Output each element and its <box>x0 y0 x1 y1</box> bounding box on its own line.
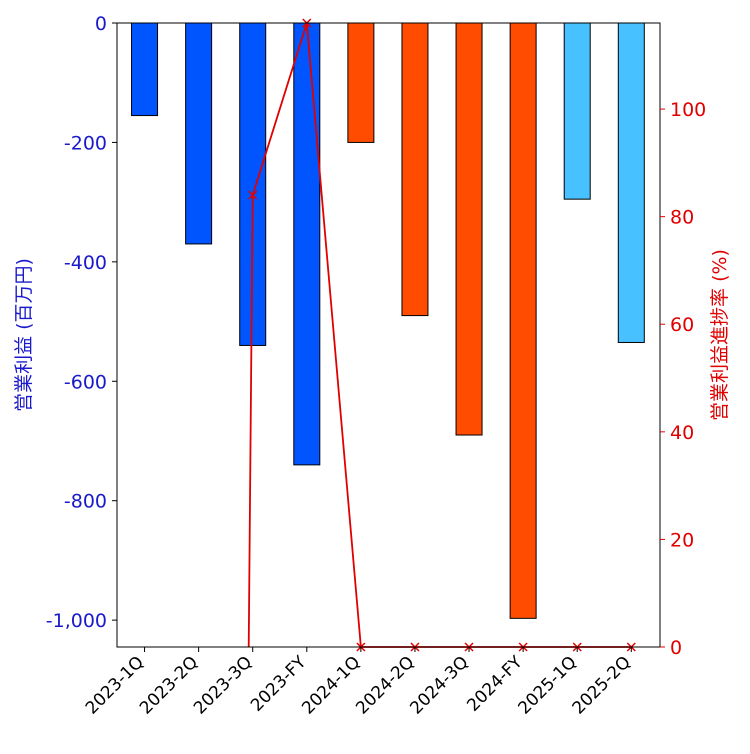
bar-2025-2Q <box>617 22 645 343</box>
progress-marker-2023-3Q <box>248 190 258 200</box>
bar-2025-1Q <box>563 22 591 200</box>
bars-layer <box>131 22 645 619</box>
x-tick-label: 2024-2Q <box>352 652 418 718</box>
x-tick-label: 2025-1Q <box>515 652 581 718</box>
left-tick-label: -400 <box>64 252 107 274</box>
bar-2023-1Q <box>131 22 159 117</box>
right-tick-label: 0 <box>670 637 682 659</box>
left-tick-label: -1,000 <box>46 610 107 632</box>
left-tick-label: -800 <box>64 491 107 513</box>
ticks-layer: 0 -200 -400 -600 -800 -1,000 0 20 40 60 80 100 2023-… <box>46 13 707 719</box>
right-tick-label: 60 <box>670 314 694 336</box>
x-tick-label: 2025-2Q <box>569 652 635 718</box>
right-axis-title: 営業利益進捗率 (%) <box>709 249 731 421</box>
right-tick-label: 40 <box>670 422 694 444</box>
bar-2023-3Q <box>239 22 267 346</box>
bar-2024-3Q <box>455 22 483 436</box>
bar-2024-1Q <box>347 22 375 143</box>
right-tick-label: 20 <box>670 529 694 551</box>
left-tick-label: -200 <box>64 132 107 154</box>
axes-layer <box>116 22 661 648</box>
left-tick-label: -600 <box>64 371 107 393</box>
bar-2023-2Q <box>185 22 213 245</box>
x-tick-label: 2023-1Q <box>82 652 148 718</box>
left-axis-title: 営業利益 (百万円) <box>13 258 35 412</box>
x-tick-label: 2023-3Q <box>190 652 256 718</box>
x-tick-label: 2024-3Q <box>406 652 472 718</box>
right-tick-label: 80 <box>670 207 694 229</box>
right-tick-label: 100 <box>670 99 706 121</box>
bar-2024-FY <box>509 22 537 619</box>
left-tick-label: 0 <box>95 13 107 35</box>
bar-2023-FY <box>293 22 321 466</box>
bar-2024-2Q <box>401 22 429 317</box>
x-tick-label: 2024-1Q <box>298 652 364 718</box>
plot-frame <box>116 22 661 648</box>
x-tick-label: 2023-2Q <box>136 652 202 718</box>
